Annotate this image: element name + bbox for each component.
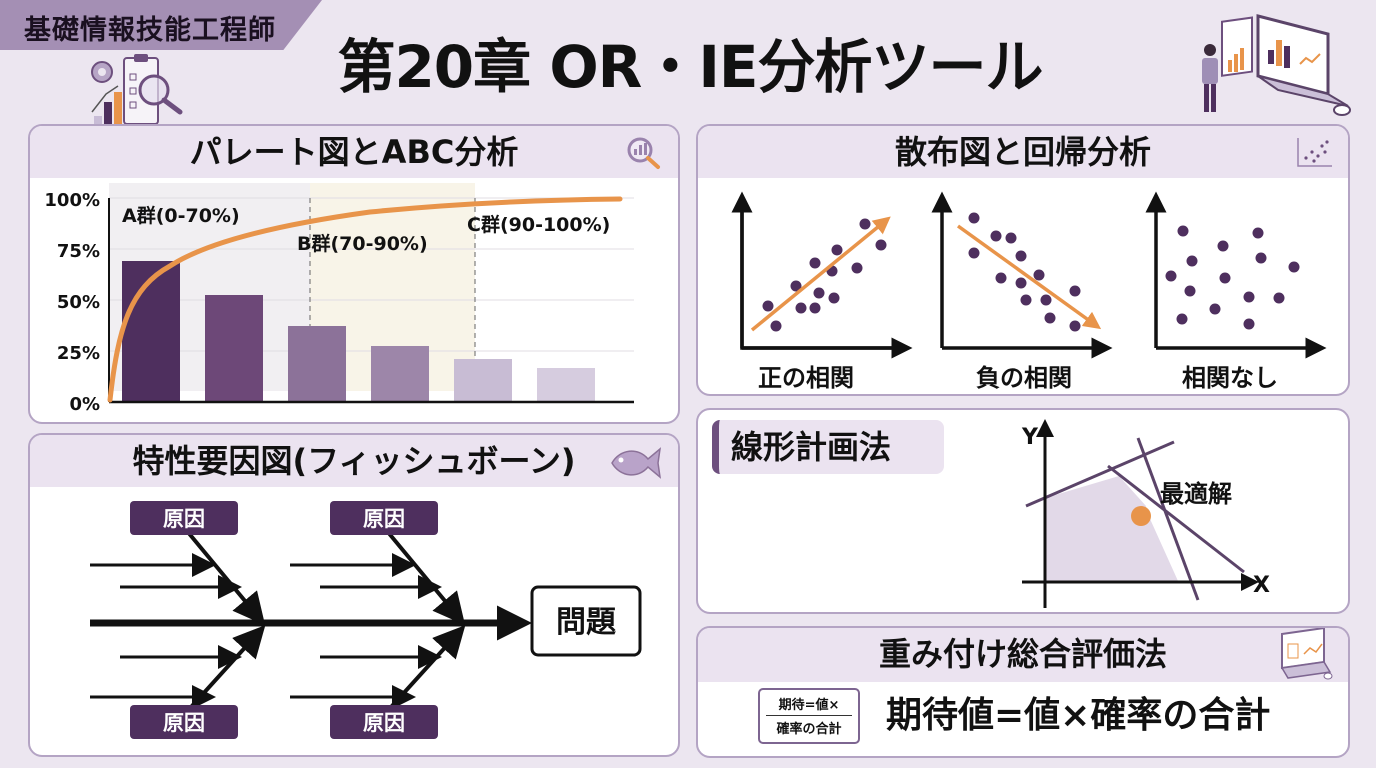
pareto-panel: パレート図とABC分析 100% 75% 50% 25% 0% A群(0-70%) bbox=[28, 124, 680, 424]
weighted-evaluation-title: 重み付け総合評価法 bbox=[878, 635, 1167, 673]
fishbone-diagram: 原因 原因 原因 原因 問題 bbox=[90, 501, 642, 739]
linear-programming-graph: Y X 最適解 bbox=[1021, 419, 1270, 608]
negative-correlation-label: 負の相関 bbox=[976, 364, 1072, 392]
svg-text:原因: 原因 bbox=[363, 711, 405, 735]
scatter-plot-icon bbox=[1297, 138, 1332, 167]
expected-value-formula: 期待値=値×確率の合計 bbox=[886, 695, 1271, 736]
weighted-evaluation-panel: 重み付け総合評価法 期待=値× 確率の合計 期待値=値×確率の合計 bbox=[696, 626, 1350, 758]
fishbone-panel: 特性要因図(フィッシュボーン) bbox=[28, 433, 680, 757]
svg-text:0%: 0% bbox=[69, 394, 100, 415]
scatter-panel: 散布図と回帰分析 正の相関 負の相関 相関なし bbox=[696, 124, 1350, 396]
person-laptop-illustration-icon bbox=[1202, 14, 1351, 116]
group-a-label: A群(0-70%) bbox=[122, 204, 240, 227]
page-title: 第20章 OR・IE分析ツール bbox=[337, 33, 1043, 101]
pareto-title: パレート図とABC分析 bbox=[189, 133, 519, 171]
linear-programming-title: 線形計画法 bbox=[712, 420, 944, 474]
scatter-title: 散布図と回帰分析 bbox=[894, 133, 1151, 171]
expected-value-box: 期待=値× 確率の合計 bbox=[758, 688, 860, 744]
x-axis-label: X bbox=[1253, 573, 1270, 598]
problem-box: 問題 bbox=[530, 585, 642, 657]
fishbone-title: 特性要因図(フィッシュボーン) bbox=[132, 442, 576, 480]
cause-box: 原因 bbox=[330, 705, 438, 739]
positive-correlation-label: 正の相関 bbox=[758, 364, 854, 392]
svg-text:原因: 原因 bbox=[163, 711, 205, 735]
group-b-label: B群(70-90%) bbox=[297, 232, 428, 255]
analysis-illustration-icon bbox=[91, 54, 183, 132]
pareto-chart: 100% 75% 50% 25% 0% A群(0-70%) B群(70-90%) C群… bbox=[44, 183, 634, 415]
svg-text:100%: 100% bbox=[44, 190, 100, 211]
svg-text:問題: 問題 bbox=[556, 605, 616, 640]
group-c-label: C群(90-100%) bbox=[467, 213, 610, 236]
svg-text:原因: 原因 bbox=[363, 507, 405, 531]
no-correlation-label: 相関なし bbox=[1182, 364, 1278, 392]
optimum-label: 最適解 bbox=[1160, 480, 1232, 508]
svg-text:原因: 原因 bbox=[163, 507, 205, 531]
svg-text:25%: 25% bbox=[57, 343, 100, 364]
cause-box: 原因 bbox=[130, 501, 238, 535]
laptop-icon bbox=[1280, 628, 1333, 680]
scatter-plots: 正の相関 負の相関 相関なし bbox=[731, 191, 1327, 392]
y-axis-label: Y bbox=[1021, 425, 1039, 450]
cause-box: 原因 bbox=[130, 705, 238, 739]
linear-programming-panel: 線形計画法 Y X 最適解 bbox=[696, 408, 1350, 614]
fish-icon bbox=[611, 447, 662, 479]
svg-text:50%: 50% bbox=[57, 292, 100, 313]
magnifier-chart-icon bbox=[627, 137, 660, 169]
cause-box: 原因 bbox=[330, 501, 438, 535]
svg-text:75%: 75% bbox=[57, 241, 100, 262]
category-badge: 基礎情報技能工程師 bbox=[0, 0, 322, 50]
